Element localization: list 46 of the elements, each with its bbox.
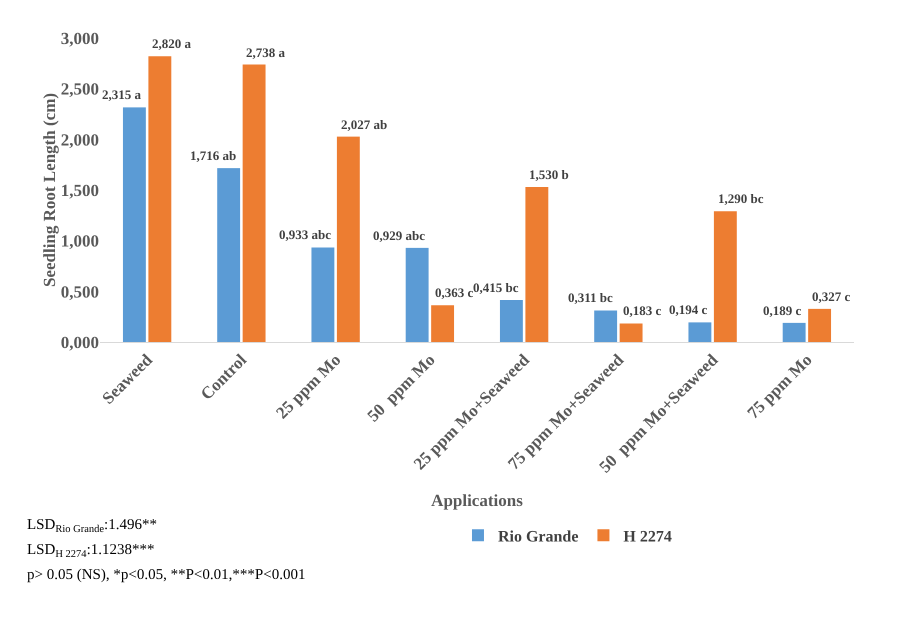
bar bbox=[217, 168, 240, 342]
data-label: 2,738 a bbox=[246, 45, 286, 60]
x-axis-title: Applications bbox=[431, 490, 524, 510]
data-label: 0,363 c bbox=[435, 285, 474, 300]
data-label: 2,027 ab bbox=[341, 117, 388, 132]
legend-label: H 2274 bbox=[623, 528, 672, 546]
data-label: 0,933 abc bbox=[279, 227, 332, 242]
bar bbox=[500, 300, 523, 342]
data-label: 0,311 bc bbox=[568, 290, 614, 305]
y-tick-label: 3,000 bbox=[60, 28, 99, 48]
data-label: 1,716 ab bbox=[190, 148, 236, 163]
bar bbox=[525, 186, 548, 342]
bar bbox=[406, 248, 429, 342]
y-tick-label: 1,500 bbox=[60, 180, 99, 200]
data-label: 2,820 a bbox=[152, 36, 192, 51]
data-label: 1,530 b bbox=[529, 167, 569, 182]
bar bbox=[148, 56, 172, 342]
y-tick-label: 0,000 bbox=[60, 332, 99, 352]
bar bbox=[688, 322, 712, 342]
data-label: 1,290 bc bbox=[718, 191, 764, 206]
y-tick-label: 2,000 bbox=[60, 130, 99, 150]
bar bbox=[336, 136, 360, 342]
y-axis-title: Seedling Root Length (cm) bbox=[40, 92, 59, 288]
legend-label: Rio Grande bbox=[498, 528, 578, 546]
bar bbox=[782, 322, 806, 342]
data-label: 2,315 a bbox=[102, 87, 142, 102]
bar bbox=[714, 211, 737, 342]
y-tick-label: 1,000 bbox=[60, 232, 99, 251]
data-label: 0,327 c bbox=[812, 289, 850, 304]
data-label: 0,183 c bbox=[623, 303, 662, 318]
data-label: 0,194 c bbox=[669, 302, 708, 317]
bar bbox=[242, 64, 266, 342]
text: p> 0.05 (NS), *p<0.05, **P<0.01,***P<0.001 bbox=[27, 567, 306, 583]
text: LSD$_{Rio Grande}$:1.496** bbox=[27, 517, 157, 536]
bar bbox=[122, 107, 146, 342]
bar bbox=[594, 310, 618, 342]
bar bbox=[311, 247, 334, 342]
text: LSD$_{H 2274}$:1.1238*** bbox=[27, 542, 154, 560]
bar bbox=[808, 308, 832, 342]
bar bbox=[620, 323, 643, 342]
y-tick-label: 0,500 bbox=[60, 282, 99, 302]
y-tick-label: 2,500 bbox=[60, 80, 99, 99]
data-label: 0,929 abc bbox=[373, 228, 426, 243]
data-label: 0,415 bc bbox=[473, 280, 519, 295]
data-label: 0,189 c bbox=[763, 303, 802, 318]
bar bbox=[431, 305, 454, 342]
